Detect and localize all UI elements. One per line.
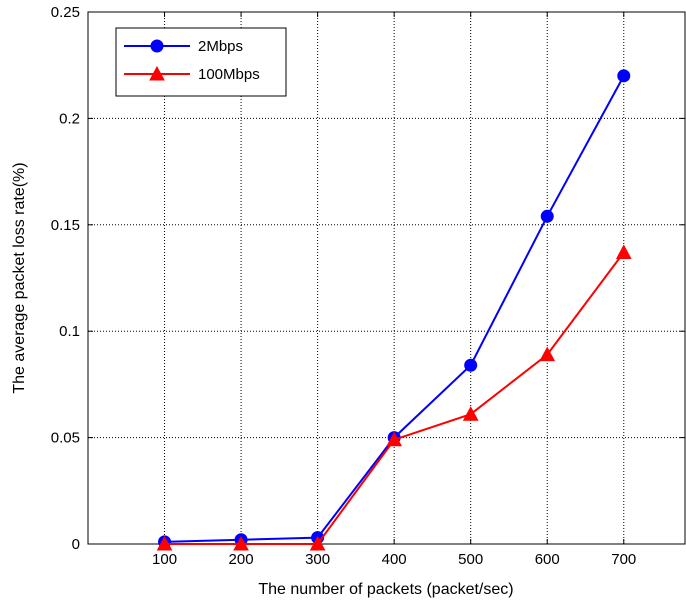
x-tick-label: 100: [152, 551, 177, 568]
data-point-100Mbps: [233, 535, 249, 551]
legend-label-100Mbps: 100Mbps: [198, 66, 260, 83]
x-axis-label: The number of packets (packet/sec): [258, 581, 513, 598]
y-axis-ticks: 0 0.05 0.1 0.15 0.2 0.25: [51, 4, 685, 553]
plot-frame: [87, 11, 686, 545]
legend: 2Mbps 100Mbps: [115, 27, 287, 97]
legend-box: [115, 27, 287, 97]
plot-area: [88, 12, 686, 544]
data-point-100Mbps: [539, 346, 556, 362]
y-axis-label: The average packet loss rate(%): [11, 162, 28, 393]
x-tick-label: 500: [458, 551, 483, 568]
y-tick-label: 0.05: [51, 430, 80, 447]
y-tick-label: 0: [72, 536, 80, 553]
data-point-2Mbps: [540, 209, 554, 223]
y-tick-label: 0.1: [59, 323, 80, 340]
data-point-100Mbps: [156, 535, 173, 551]
x-tick-label: 600: [535, 551, 560, 568]
legend-marker-2Mbps: [150, 39, 164, 53]
legend-label-2Mbps: 2Mbps: [198, 38, 243, 55]
y-tick-label: 0.25: [51, 4, 80, 21]
data-point-100Mbps: [462, 406, 479, 421]
series-layer: [156, 69, 632, 551]
x-tick-label: 200: [229, 551, 254, 568]
data-point-100Mbps: [309, 535, 326, 551]
data-point-2Mbps: [464, 358, 478, 372]
data-point-2Mbps: [617, 69, 631, 83]
x-tick-label: 700: [611, 551, 636, 568]
legend-marker-100Mbps: [149, 65, 165, 81]
data-point-100Mbps: [615, 244, 632, 259]
y-tick-label: 0.2: [59, 110, 80, 127]
data-point-100Mbps: [386, 431, 402, 447]
x-axis-ticks: 100 200 300 400 500 600 700: [152, 12, 636, 568]
grid: [88, 12, 685, 544]
y-tick-label: 0.15: [51, 217, 80, 234]
x-tick-label: 300: [305, 551, 330, 568]
x-tick-label: 400: [382, 551, 407, 568]
